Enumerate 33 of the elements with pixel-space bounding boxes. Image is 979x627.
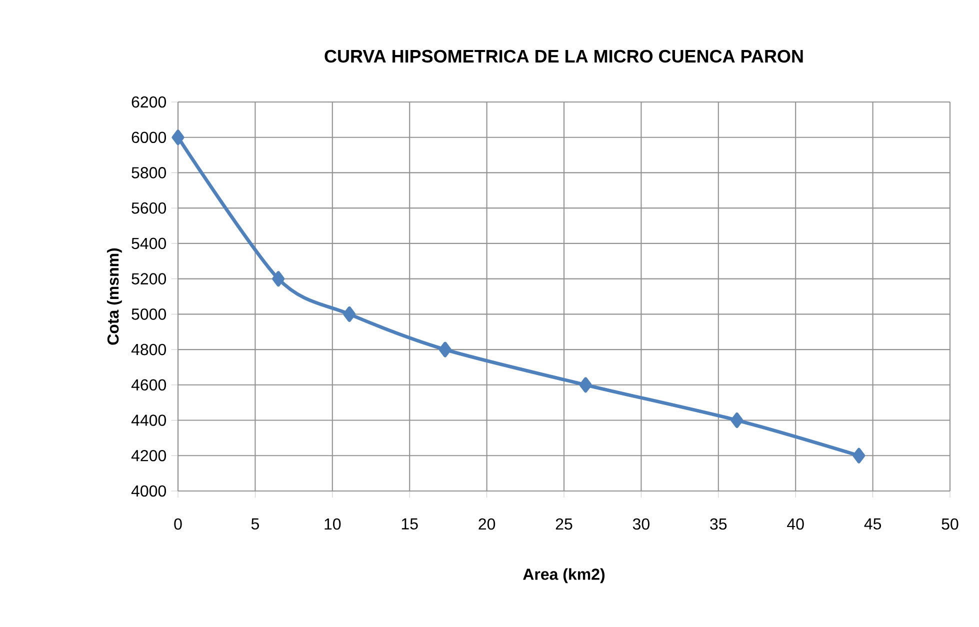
x-tick-label: 10: [324, 518, 341, 530]
x-axis-title: Area (km2): [523, 568, 605, 584]
point: [852, 448, 866, 464]
y-tick-label: 4400: [131, 414, 166, 426]
y-tick-label: 5200: [132, 273, 166, 284]
y-tick-label: 6000: [132, 132, 166, 144]
y-tick-label: 4000: [131, 485, 166, 497]
y-tick-label: 4800: [131, 344, 166, 356]
x-tick-label: 25: [556, 518, 572, 530]
y-tick-label: 5800: [132, 167, 166, 178]
point: [438, 342, 452, 358]
y-axis-title: Cota (msnm): [106, 248, 122, 345]
point: [730, 412, 744, 428]
y-tick-label: 5000: [132, 308, 166, 320]
y-tick-label: 6200: [132, 96, 166, 108]
x-tick-label: 45: [864, 518, 882, 530]
point: [172, 130, 184, 146]
x-tick-label: 50: [942, 518, 958, 530]
x-tick-label: 30: [632, 518, 650, 530]
point: [343, 306, 356, 322]
x-tick-label: 35: [710, 518, 727, 530]
y-tick-label: 5400: [132, 238, 166, 250]
x-tick-label: 0: [174, 518, 182, 530]
y-tick-label: 4600: [131, 379, 166, 391]
x-tick-label: 20: [478, 518, 496, 530]
point: [272, 271, 285, 287]
chart-title: CURVA HIPSOMETRICA DE LA MICRO CUENCA PARON: [324, 50, 803, 63]
x-tick-label: 15: [402, 518, 418, 530]
x-tick-label: 40: [787, 518, 804, 530]
x-tick-label: 5: [251, 518, 259, 530]
y-tick-label: 4200: [131, 450, 166, 462]
point: [579, 377, 592, 393]
y-tick-label: 5600: [132, 202, 166, 214]
